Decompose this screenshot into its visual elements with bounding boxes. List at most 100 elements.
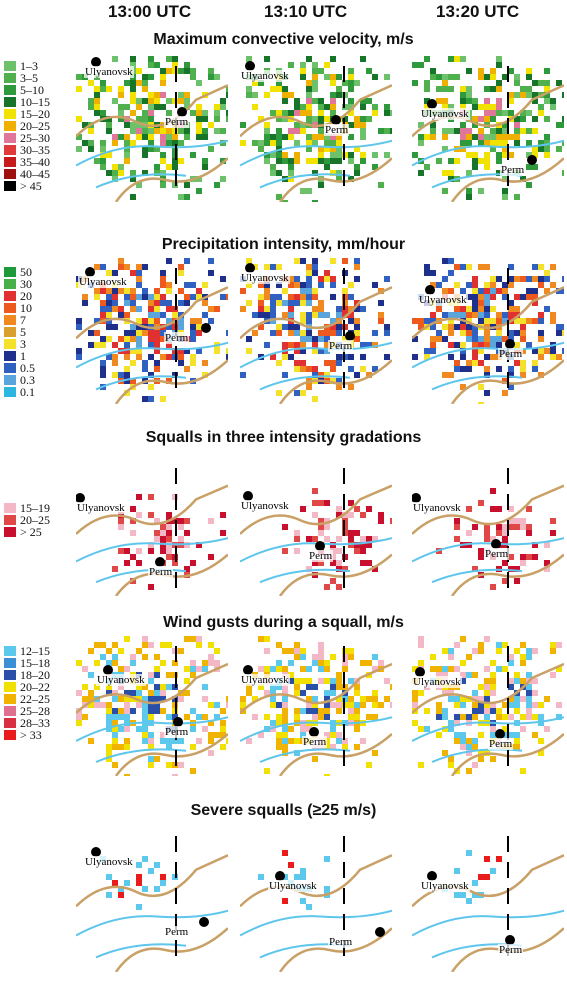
map-pixel (288, 92, 294, 98)
legend-swatch (4, 682, 16, 692)
map-pixel (442, 648, 448, 654)
map-pixel (318, 560, 324, 566)
map-pixel (258, 636, 264, 642)
map-pixel (184, 92, 190, 98)
legend-label: > 45 (20, 179, 42, 193)
map-pixel (276, 300, 282, 306)
section-title-wind-gusts: Wind gusts during a squall, m/s (163, 614, 404, 631)
map-pixel (318, 348, 324, 354)
map-pixel (360, 152, 366, 158)
map-pixel (276, 116, 282, 122)
map-pixel (270, 318, 276, 324)
map-pixel (270, 306, 276, 312)
map-pixel (460, 264, 466, 270)
map-pixel (300, 258, 306, 264)
region-border (412, 84, 564, 202)
map-pixel (336, 732, 342, 738)
map-pixel (154, 62, 160, 68)
map-pixel (496, 506, 502, 512)
map-pixel (538, 264, 544, 270)
map-pixel (490, 146, 496, 152)
map-pixel (306, 684, 312, 690)
map-pixel (124, 294, 130, 300)
map-pixel (520, 86, 526, 92)
map-pixel (264, 158, 270, 164)
map-pixel (160, 170, 166, 176)
map-pixel (520, 116, 526, 122)
map-pixel (508, 264, 514, 270)
map-pixel (336, 678, 342, 684)
map-pixel (496, 140, 502, 146)
map-pixel (472, 648, 478, 654)
map-pixel (556, 122, 562, 128)
map-pixel (484, 134, 490, 140)
map-pixel (454, 518, 460, 524)
map-pixel (136, 68, 142, 74)
map-pixel (276, 294, 282, 300)
map-pixel (154, 696, 160, 702)
map-pixel (454, 366, 460, 372)
map-pixel (330, 732, 336, 738)
map-pixel (112, 714, 118, 720)
map-pixel (436, 714, 442, 720)
map-pixel (526, 74, 532, 80)
map-pixel (148, 548, 154, 554)
map-pixel (160, 684, 166, 690)
city-perm-label: Perm (498, 944, 524, 956)
legend-item: 10 (4, 302, 35, 314)
map-pixel (502, 578, 508, 584)
map-pixel (538, 720, 544, 726)
map-pixel (294, 98, 300, 104)
map-pixel (252, 264, 258, 270)
map-pixel (466, 714, 472, 720)
map-pixel (106, 86, 112, 92)
map-pixel (532, 146, 538, 152)
map-pixel (100, 372, 106, 378)
map-pixel (166, 318, 172, 324)
map-pixel (112, 744, 118, 750)
map-pixel (318, 312, 324, 318)
map-pixel (184, 98, 190, 104)
map-pixel (136, 264, 142, 270)
map-pixel (514, 732, 520, 738)
map-canvas (76, 56, 228, 202)
map-pixel (436, 98, 442, 104)
map-pixel (532, 702, 538, 708)
map-pixel (100, 140, 106, 146)
map-pixel (348, 542, 354, 548)
map-pixel (76, 116, 82, 122)
map-pixel (472, 708, 478, 714)
map-pixel (306, 312, 312, 318)
map-pixel (264, 666, 270, 672)
map-pixel (306, 158, 312, 164)
map-pixel (442, 74, 448, 80)
map-pixel (264, 342, 270, 348)
map-pixel (472, 276, 478, 282)
map-pixel (324, 856, 330, 862)
city-ulyanovsk-label: Ulyanovsk (96, 674, 146, 686)
map-pixel (94, 264, 100, 270)
map-pixel (118, 312, 124, 318)
map-pixel (478, 750, 484, 756)
map-pixel (106, 354, 112, 360)
map-pixel (490, 584, 496, 590)
map-pixel (124, 300, 130, 306)
map-pixel (520, 330, 526, 336)
map-pixel (496, 330, 502, 336)
map-pixel (484, 264, 490, 270)
map-pixel (306, 566, 312, 572)
map-pixel (336, 506, 342, 512)
map-pixel (154, 336, 160, 342)
map-pixel (318, 678, 324, 684)
map-pixel (124, 122, 130, 128)
map-pixel (478, 554, 484, 560)
map-pixel (330, 134, 336, 140)
map-pixel (142, 886, 148, 892)
map-pixel (306, 536, 312, 542)
city-ulyanovsk-marker (427, 99, 437, 109)
map-pixel (130, 378, 136, 384)
map-pixel (490, 276, 496, 282)
map-pixel (430, 348, 436, 354)
map-pixel (502, 666, 508, 672)
map-pixel (318, 134, 324, 140)
